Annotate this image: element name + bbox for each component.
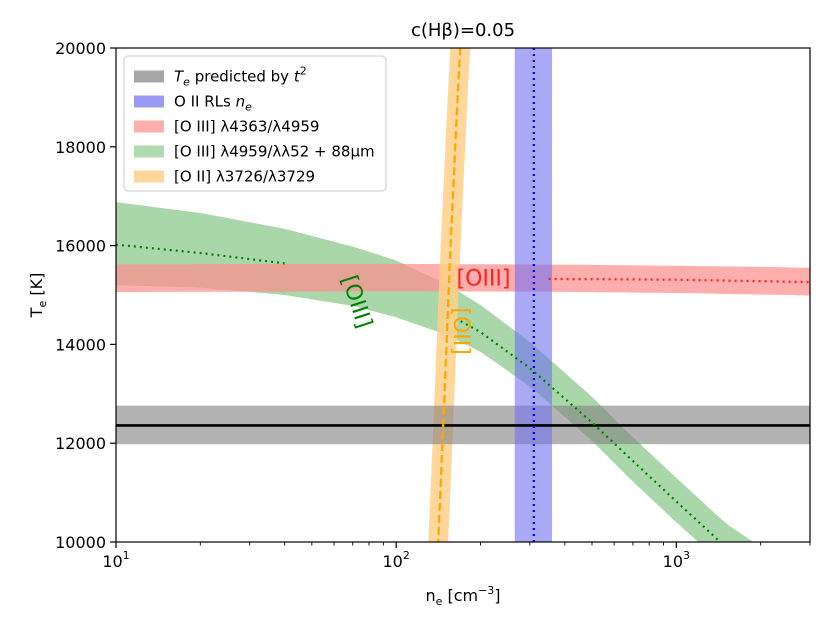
legend-swatch-1	[134, 95, 164, 108]
legend-box	[123, 55, 387, 192]
y-tick-label-3: 16000	[55, 237, 106, 256]
annotation-2: [OII]	[448, 307, 473, 354]
axes-frame	[115, 47, 811, 543]
chart-title: c(Hβ)=0.05	[411, 20, 515, 41]
dotted-line-1	[460, 320, 722, 542]
legend-label-3: [O III] λ4959/λλ52 + 88μm	[174, 143, 375, 161]
dotted-line-0	[116, 243, 285, 265]
legend-swatch-3	[134, 145, 164, 158]
legend-label-4: [O II] λ3726/λ3729	[174, 168, 315, 186]
y-tick-label-1: 12000	[55, 434, 106, 453]
y-tick-label-2: 14000	[55, 335, 106, 354]
annotation-0: [OIII]	[457, 267, 511, 292]
legend-label-1: O II RLs ne	[174, 93, 252, 114]
legend-label-0: Te predicted by t2	[174, 65, 307, 89]
x-tick-label-0: 101	[102, 549, 129, 571]
oiii-auroral-band	[116, 263, 810, 296]
y-tick-label-0: 10000	[55, 533, 106, 552]
y-tick-label-4: 18000	[55, 138, 106, 157]
x-tick-label-1: 102	[382, 549, 409, 571]
legend-swatch-0	[134, 70, 164, 83]
legend: Te predicted by t2 O II RLs ne [O III] λ43…	[123, 55, 387, 192]
x-axis-label: ne [cm−3]	[425, 584, 500, 608]
legend-swatch-2	[134, 120, 164, 133]
legend-label-2: [O III] λ4363/λ4959	[174, 118, 319, 136]
axis-ticks: 101 102 103 10000 12000 14000 16000 18000 20000	[55, 39, 811, 571]
dashed-line-0	[437, 48, 462, 542]
legend-swatch-4	[134, 170, 164, 183]
x-tick-label-2: 103	[663, 549, 690, 571]
y-tick-label-5: 20000	[55, 39, 106, 58]
dotted-line-2	[548, 277, 810, 284]
y-axis-label: Te [K]	[27, 273, 49, 319]
plot-area	[116, 48, 810, 542]
